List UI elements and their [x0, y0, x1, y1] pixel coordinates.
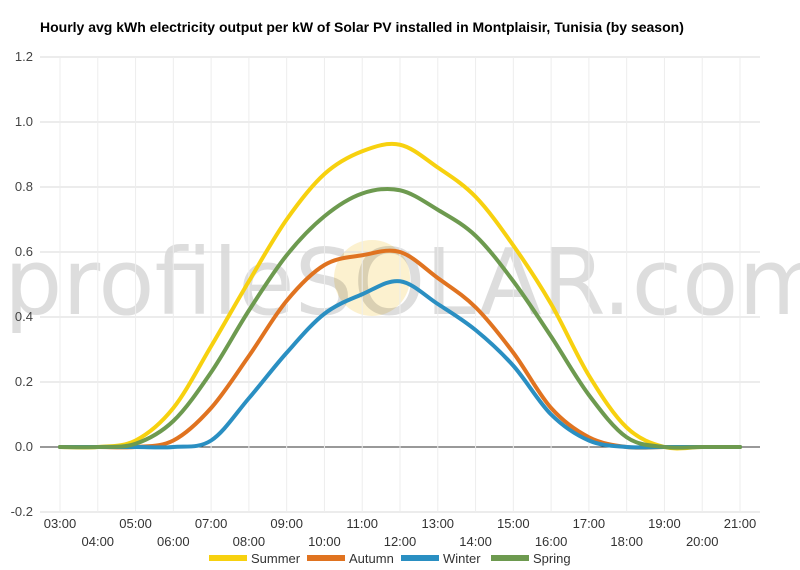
legend-swatch-autumn	[307, 555, 345, 561]
x-tick-label: 21:00	[724, 516, 757, 531]
x-tick-label: 14:00	[459, 534, 492, 549]
x-tick-label: 11:00	[346, 516, 378, 531]
series-line-winter	[58, 279, 742, 450]
x-tick-label: 18:00	[610, 534, 643, 549]
x-tick-label: 09:00	[270, 516, 303, 531]
x-tick-label: 20:00	[686, 534, 719, 549]
legend-swatch-summer	[209, 555, 247, 561]
y-tick-label: -0.2	[11, 504, 33, 519]
y-tick-label: 0.8	[15, 179, 33, 194]
series-line-spring	[58, 186, 742, 450]
legend-label-autumn: Autumn	[349, 551, 394, 566]
legend-swatch-spring	[491, 555, 529, 561]
x-tick-label: 16:00	[535, 534, 568, 549]
x-tick-label: 13:00	[422, 516, 455, 531]
y-tick-label: 1.0	[15, 114, 33, 129]
legend-label-spring: Spring	[533, 551, 571, 566]
x-tick-label: 05:00	[119, 516, 152, 531]
y-tick-label: 0.4	[15, 309, 33, 324]
x-tick-label: 17:00	[573, 516, 606, 531]
y-tick-label: 0.6	[15, 244, 33, 259]
y-tick-label: 0.0	[15, 439, 33, 454]
x-tick-label: 06:00	[157, 534, 190, 549]
y-tick-label: 0.2	[15, 374, 33, 389]
x-tick-label: 08:00	[233, 534, 266, 549]
x-tick-label: 12:00	[384, 534, 417, 549]
x-tick-label: 15:00	[497, 516, 530, 531]
x-tick-label: 04:00	[82, 534, 115, 549]
y-tick-label: 1.2	[15, 49, 33, 64]
legend-swatch-winter	[401, 555, 439, 561]
legend-label-summer: Summer	[251, 551, 301, 566]
x-tick-label: 03:00	[44, 516, 77, 531]
x-tick-label: 19:00	[648, 516, 681, 531]
series-line-summer	[58, 141, 742, 451]
x-tick-label: 10:00	[308, 534, 341, 549]
legend-label-winter: Winter	[443, 551, 481, 566]
x-tick-label: 07:00	[195, 516, 228, 531]
chart-title: Hourly avg kWh electricity output per kW…	[40, 19, 684, 35]
